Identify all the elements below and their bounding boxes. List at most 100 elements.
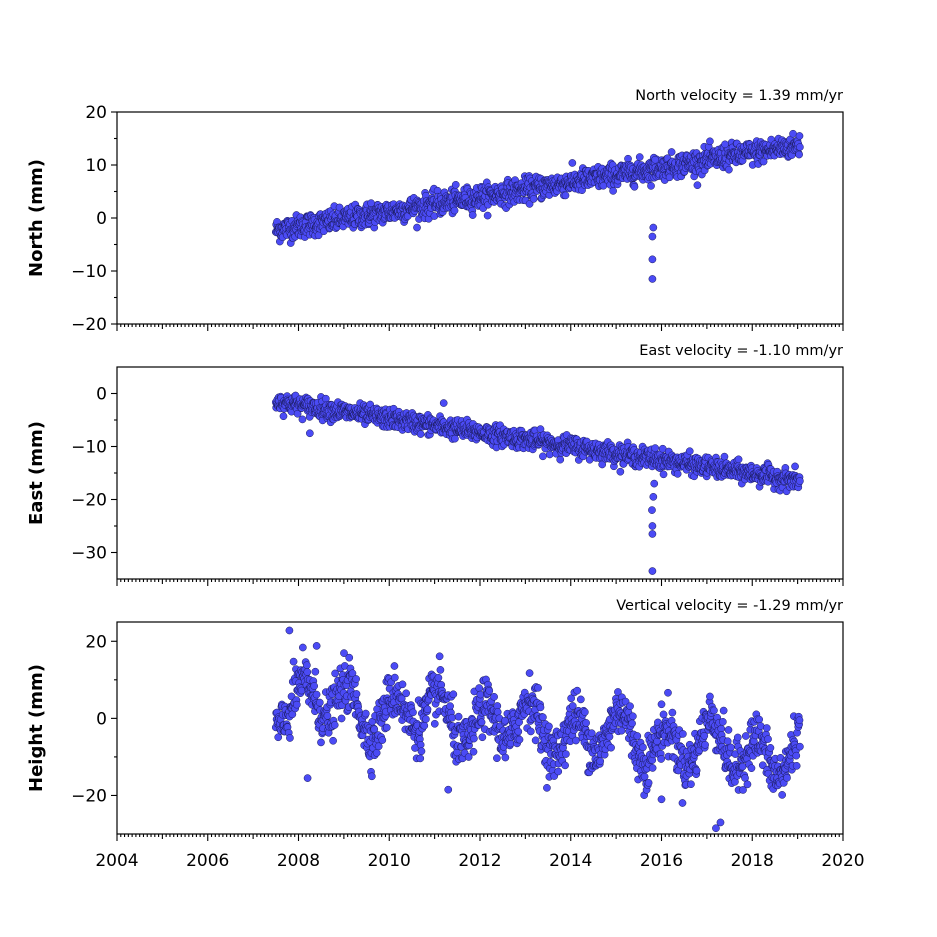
east-y-tick-label: −30 [71,544,107,564]
north-data-point [725,165,733,174]
height-data-point [783,774,791,782]
height-data-point [420,721,429,730]
north-outlier-point [648,255,657,264]
height-data-point [501,753,510,762]
height-data-point [345,653,354,662]
height-data-point [289,657,298,666]
height-data-point [743,780,752,789]
height-data-point [337,714,346,723]
height-data-point [485,686,494,695]
east-data-point [791,462,799,471]
x-tick-label: 2004 [95,851,138,871]
north-data-point [635,153,644,161]
height-data-point [352,690,361,698]
height-data-point [478,733,487,742]
height-y-tick-label: −20 [71,786,107,806]
height-axis-label: Height (mm) [26,664,47,792]
height-data-point [639,743,647,752]
x-tick-label: 2018 [731,851,774,871]
height-data-point [664,688,672,697]
height-data-point [738,762,747,771]
height-data-point [476,690,485,699]
height-data-point [628,719,636,728]
height-data-point [470,734,478,743]
height-data-point [657,700,666,709]
height-data-point [727,743,735,752]
east-outlier-point [650,479,659,488]
height-data-point [317,738,325,747]
north-outlier-point [648,275,657,283]
east-outlier-point [439,399,448,407]
height-data-point [796,742,804,751]
height-data-point [382,723,391,732]
height-data-point [526,727,535,736]
height-data-point [762,724,771,732]
height-data-point [668,708,677,717]
height-data-point [525,669,534,677]
east-data-point [298,415,307,424]
north-data-point [706,137,714,146]
height-data-point [329,736,337,745]
east-data-point [796,477,804,485]
height-data-point [469,747,478,756]
x-tick-label: 2012 [458,851,501,871]
east-outlier-point [305,429,314,438]
east-outlier-point [649,493,658,501]
height-data-point [629,712,637,721]
height-outlier-point [657,795,666,804]
height-data-point [475,684,483,692]
height-data-point [679,730,687,738]
height-data-point [539,713,547,722]
x-tick-label: 2010 [368,851,411,871]
north-data-point [789,129,797,138]
height-data-point [367,772,376,781]
height-data-point [648,764,657,772]
height-data-point [501,716,509,725]
height-data-point [572,736,580,745]
north-y-tick-label: 10 [85,156,107,176]
height-data-point [417,747,426,756]
height-data-point [659,710,668,719]
east-outlier-point [648,506,656,514]
height-data-point [536,703,545,712]
x-tick-label: 2006 [186,851,229,871]
height-data-point [303,668,312,676]
height-data-point [423,705,432,714]
height-data-point [792,751,801,760]
east-y-tick-label: −20 [71,491,107,511]
east-data-point [734,455,743,464]
height-data-point [576,695,585,704]
height-data-point [409,708,417,717]
height-data-point [436,666,445,674]
height-data-point [596,757,605,766]
height-data-point [286,734,294,742]
north-data-point [451,180,460,189]
height-data-point [562,750,570,758]
height-data-point [352,675,360,683]
height-data-point [292,700,301,709]
height-data-point [561,761,569,770]
height-data-point [514,727,523,736]
north-data-point [450,206,459,215]
height-data-point [448,713,456,722]
height-data-point [449,690,458,699]
height-data-point [361,709,370,718]
east-y-tick-label: 0 [96,385,107,405]
east-data-point [659,470,668,479]
north-outlier-point [721,140,729,149]
height-data-point [430,719,439,728]
north-data-point [795,150,803,159]
east-data-point [673,470,682,478]
height-data-point [701,740,709,749]
height-data-point [644,778,653,787]
height-data-point [274,733,283,742]
height-data-point [778,791,786,799]
x-tick-label: 2020 [821,851,864,871]
height-data-point [657,755,665,763]
north-y-tick-label: 0 [96,209,107,229]
north-data-point [525,200,534,208]
east-axis-label: East (mm) [26,421,47,525]
height-data-point [678,799,687,807]
north-outlier-point [649,223,658,232]
